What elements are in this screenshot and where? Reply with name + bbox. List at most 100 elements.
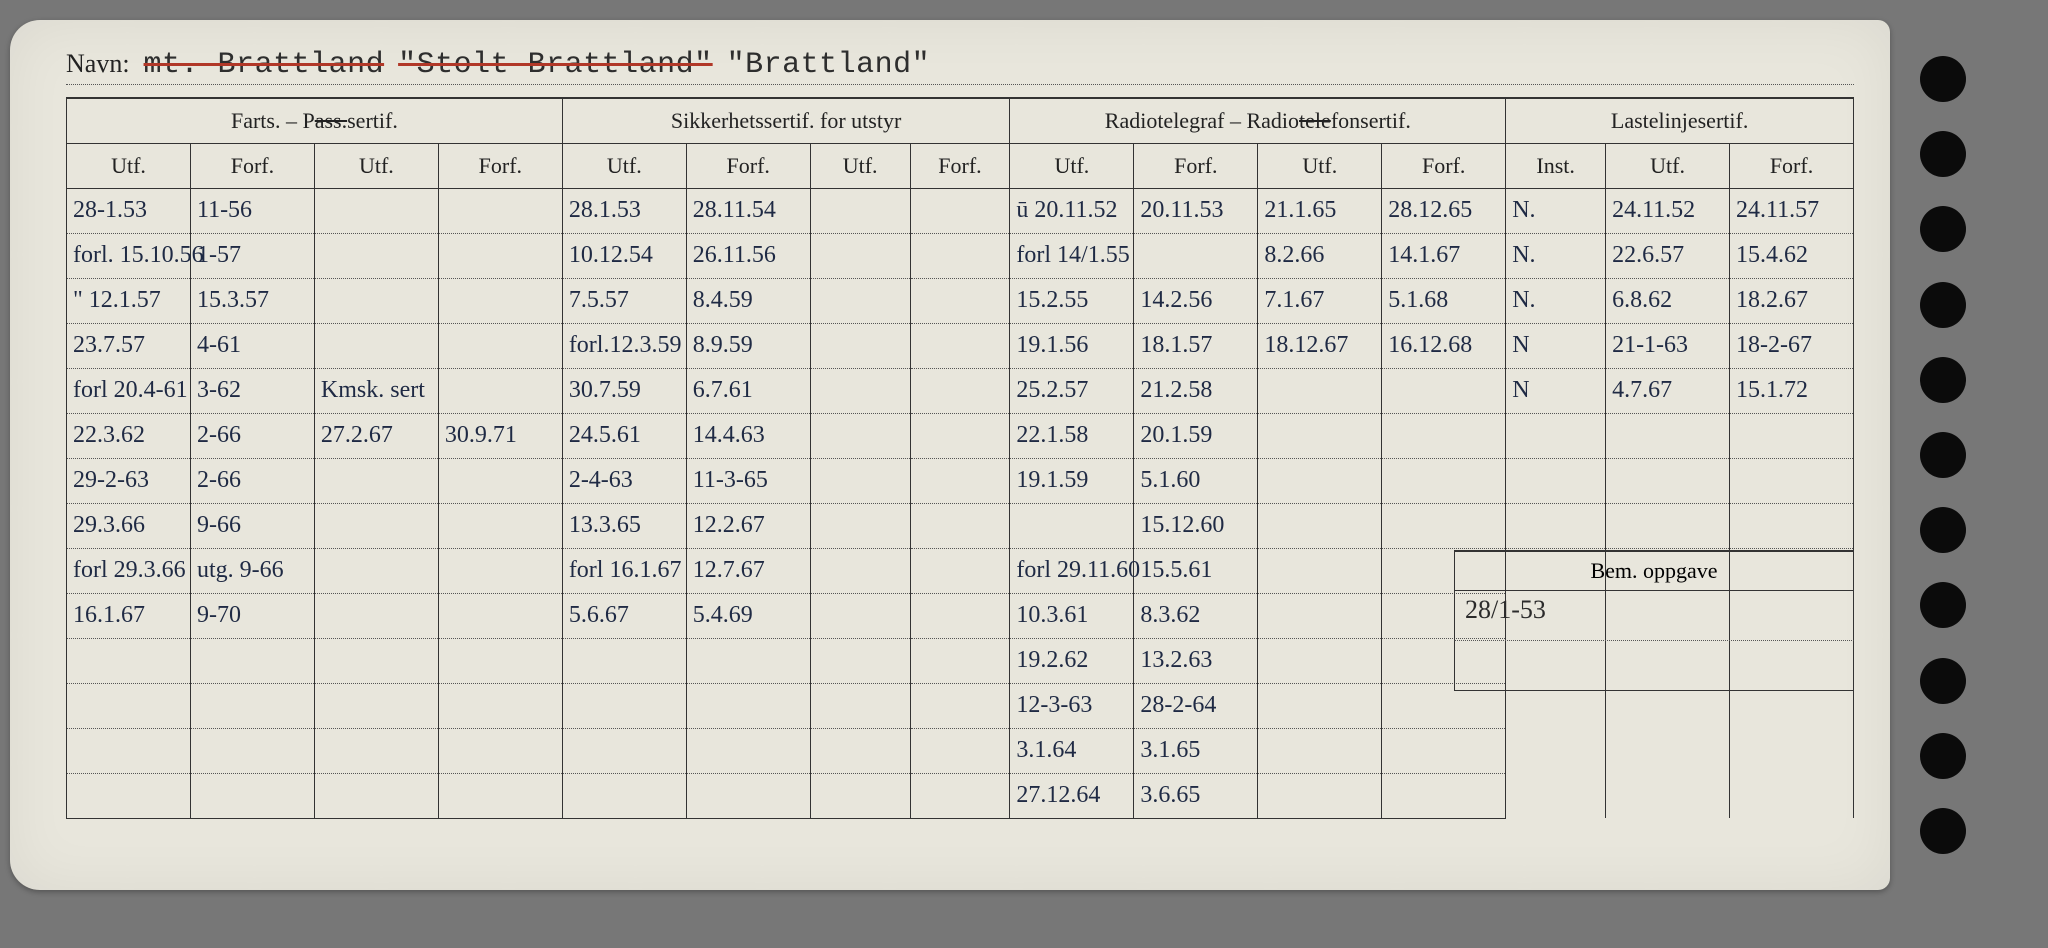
cell-f2u <box>314 458 438 503</box>
cell-s1u: 5.6.67 <box>562 593 686 638</box>
cell-f1u: 22.3.62 <box>67 413 191 458</box>
table-row: 23.7.574-61forl.12.3.598.9.5919.1.5618.1… <box>67 323 1854 368</box>
cell-f1u: forl 20.4-61 <box>67 368 191 413</box>
cell-r1f: 15.5.61 <box>1134 548 1258 593</box>
cell-r1u: forl 14/1.55 <box>1010 233 1134 278</box>
cell-f2f <box>438 188 562 233</box>
binder-hole <box>1920 507 1966 553</box>
cell-f1u <box>67 638 191 683</box>
hdr-forf: Forf. <box>190 143 314 188</box>
cell-f2u <box>314 548 438 593</box>
cell-f1f <box>190 683 314 728</box>
cell-s2u <box>810 683 910 728</box>
table-row: 27.12.643.6.65 <box>67 773 1854 818</box>
cell-s1u: 13.3.65 <box>562 503 686 548</box>
cell-f2f <box>438 278 562 323</box>
cell-lf <box>1730 413 1854 458</box>
hdr-inst: Inst. <box>1506 143 1606 188</box>
cell-lf: 15.1.72 <box>1730 368 1854 413</box>
binder-hole <box>1920 733 1966 779</box>
cell-f1f: 3-62 <box>190 368 314 413</box>
cell-s1f <box>686 638 810 683</box>
hdr-farts: Farts. – Pass.sertif. <box>67 98 563 143</box>
cell-r2f: 14.1.67 <box>1382 233 1506 278</box>
cell-s1f <box>686 728 810 773</box>
cell-f1u: forl. 15.10.56 <box>67 233 191 278</box>
cell-f1u: 29.3.66 <box>67 503 191 548</box>
cell-f2u <box>314 323 438 368</box>
cell-f1f: 9-66 <box>190 503 314 548</box>
cell-s1f: 11-3-65 <box>686 458 810 503</box>
cell-s1f: 12.7.67 <box>686 548 810 593</box>
cell-r2f <box>1382 503 1506 548</box>
cell-r1u: 25.2.57 <box>1010 368 1134 413</box>
cell-r1f: 3.1.65 <box>1134 728 1258 773</box>
cell-lf <box>1730 458 1854 503</box>
hdr-utf: Utf. <box>1258 143 1382 188</box>
cell-s2u <box>810 458 910 503</box>
cell-s2u <box>810 593 910 638</box>
name-struck-2: "Stolt Brattland" <box>398 48 713 82</box>
hdr-forf: Forf. <box>438 143 562 188</box>
cell-s1f: 28.11.54 <box>686 188 810 233</box>
cell-f1f: 9-70 <box>190 593 314 638</box>
cell-r1u: 19.1.56 <box>1010 323 1134 368</box>
table-row: 29.3.669-6613.3.6512.2.6715.12.60 <box>67 503 1854 548</box>
hdr-laste: Lastelinjesertif. <box>1506 98 1854 143</box>
cell-s2f <box>910 593 1010 638</box>
cell-f2f <box>438 593 562 638</box>
cell-f1u: " 12.1.57 <box>67 278 191 323</box>
cell-r1f <box>1134 233 1258 278</box>
cell-r2u <box>1258 728 1382 773</box>
cell-f1f: utg. 9-66 <box>190 548 314 593</box>
cell-r1f: 28-2-64 <box>1134 683 1258 728</box>
cell-f2u <box>314 188 438 233</box>
cell-f2u <box>314 773 438 818</box>
cell-f2u: Kmsk. sert <box>314 368 438 413</box>
cell-s1f: 14.4.63 <box>686 413 810 458</box>
hdr-forf: Forf. <box>686 143 810 188</box>
cell-li <box>1506 413 1606 458</box>
cell-s2f <box>910 503 1010 548</box>
cell-s2f <box>910 638 1010 683</box>
table-row: 29-2-632-662-4-6311-3-6519.1.595.1.60 <box>67 458 1854 503</box>
cell-s1f <box>686 773 810 818</box>
cell-r1f: 18.1.57 <box>1134 323 1258 368</box>
cell-f1f: 2-66 <box>190 458 314 503</box>
cell-r1u: 12-3-63 <box>1010 683 1134 728</box>
cell-lu: 6.8.62 <box>1606 278 1730 323</box>
cell-s2u <box>810 503 910 548</box>
cell-r1u: 19.1.59 <box>1010 458 1134 503</box>
cell-f2f <box>438 638 562 683</box>
cell-f2u <box>314 233 438 278</box>
cell-f1f: 1-57 <box>190 233 314 278</box>
cell-s2f <box>910 683 1010 728</box>
cell-r1u <box>1010 503 1134 548</box>
cell-s2u <box>810 368 910 413</box>
cell-r1f: 8.3.62 <box>1134 593 1258 638</box>
cell-r1f: 15.12.60 <box>1134 503 1258 548</box>
hdr-forf: Forf. <box>1730 143 1854 188</box>
cell-f2u <box>314 503 438 548</box>
certificate-table: Farts. – Pass.sertif. Sikkerhetssertif. … <box>66 97 1854 819</box>
cell-s1u: 10.12.54 <box>562 233 686 278</box>
cell-lf: 18.2.67 <box>1730 278 1854 323</box>
cell-s1u: 7.5.57 <box>562 278 686 323</box>
cell-r1f: 20.1.59 <box>1134 413 1258 458</box>
cell-f1f: 2-66 <box>190 413 314 458</box>
cell-f1u: 29-2-63 <box>67 458 191 503</box>
cell-s1f: 8.9.59 <box>686 323 810 368</box>
binder-hole <box>1920 808 1966 854</box>
cell-lu: 21-1-63 <box>1606 323 1730 368</box>
cell-li <box>1506 503 1606 548</box>
cell-f1u: 28-1.53 <box>67 188 191 233</box>
cell-lf: 15.4.62 <box>1730 233 1854 278</box>
cell-lu <box>1606 458 1730 503</box>
cell-s1u: forl 16.1.67 <box>562 548 686 593</box>
cell-r2u: 21.1.65 <box>1258 188 1382 233</box>
cell-lu <box>1606 413 1730 458</box>
cell-r2f: 28.12.65 <box>1382 188 1506 233</box>
hdr-utf: Utf. <box>562 143 686 188</box>
cell-lf: 24.11.57 <box>1730 188 1854 233</box>
cell-f1u: 23.7.57 <box>67 323 191 368</box>
